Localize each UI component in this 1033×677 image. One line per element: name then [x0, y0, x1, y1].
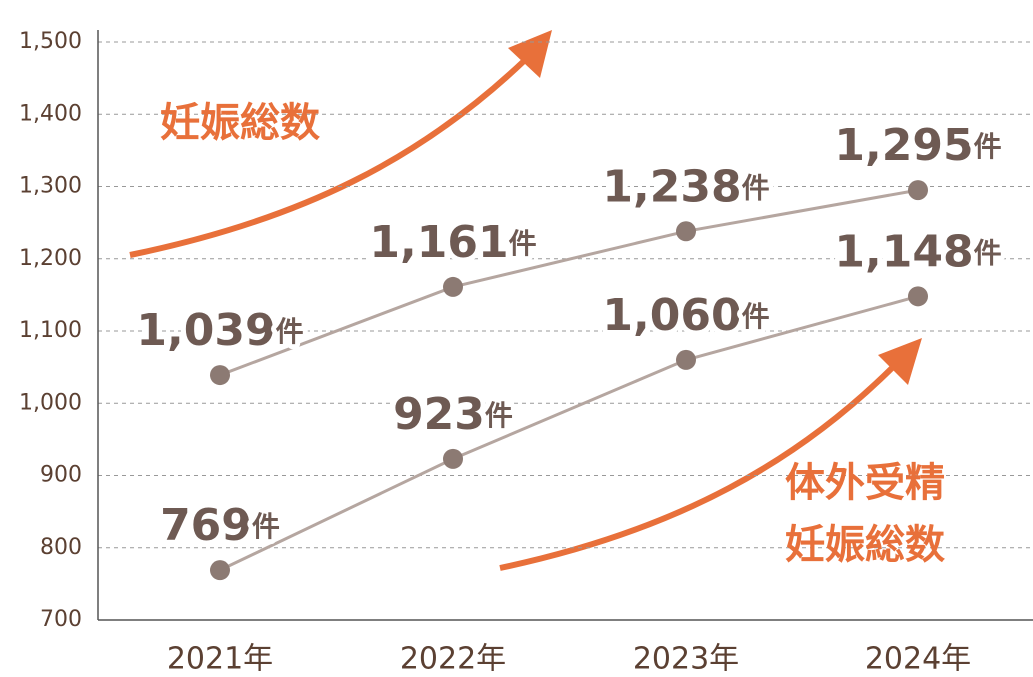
data-point: [443, 276, 463, 297]
value-label: 1,238件: [602, 161, 769, 212]
y-tick-label: 900: [40, 463, 82, 488]
series-line: [219, 294, 919, 572]
value-label: 1,161件: [369, 217, 536, 268]
data-point: [210, 560, 230, 581]
value-label: 1,060件: [602, 290, 769, 341]
value-label: 923件: [393, 389, 513, 440]
value-label: 769件: [160, 500, 280, 551]
y-tick-label: 800: [40, 535, 82, 560]
value-label: 1,148件: [834, 226, 1001, 277]
y-tick-label: 1,200: [19, 246, 82, 271]
x-tick-label: 2024年: [865, 642, 971, 677]
x-tick-label: 2021年: [167, 642, 273, 677]
value-label: 1,295件: [834, 120, 1001, 171]
arrow-head: [878, 338, 922, 385]
y-tick-label: 1,500: [19, 29, 82, 54]
data-point: [210, 365, 230, 386]
y-tick-label: 1,000: [19, 390, 82, 415]
x-tick-label: 2023年: [633, 642, 739, 677]
annotation: 妊娠総数: [160, 100, 320, 146]
y-tick-label: 1,400: [19, 101, 82, 126]
data-point: [908, 180, 928, 201]
series-line: [219, 188, 919, 377]
annotation: 妊娠総数: [785, 522, 945, 568]
y-tick-label: 1,100: [19, 318, 82, 343]
value-label: 1,039件: [136, 305, 303, 356]
y-tick-label: 700: [40, 607, 82, 632]
data-point: [676, 349, 696, 370]
x-tick-label: 2022年: [400, 642, 506, 677]
data-point: [908, 286, 928, 307]
arrow: [499, 362, 898, 571]
y-tick-label: 1,300: [19, 174, 82, 199]
data-point: [443, 448, 463, 469]
arrow: [129, 57, 528, 258]
annotation: 体外受精: [785, 460, 945, 506]
data-point: [676, 221, 696, 242]
